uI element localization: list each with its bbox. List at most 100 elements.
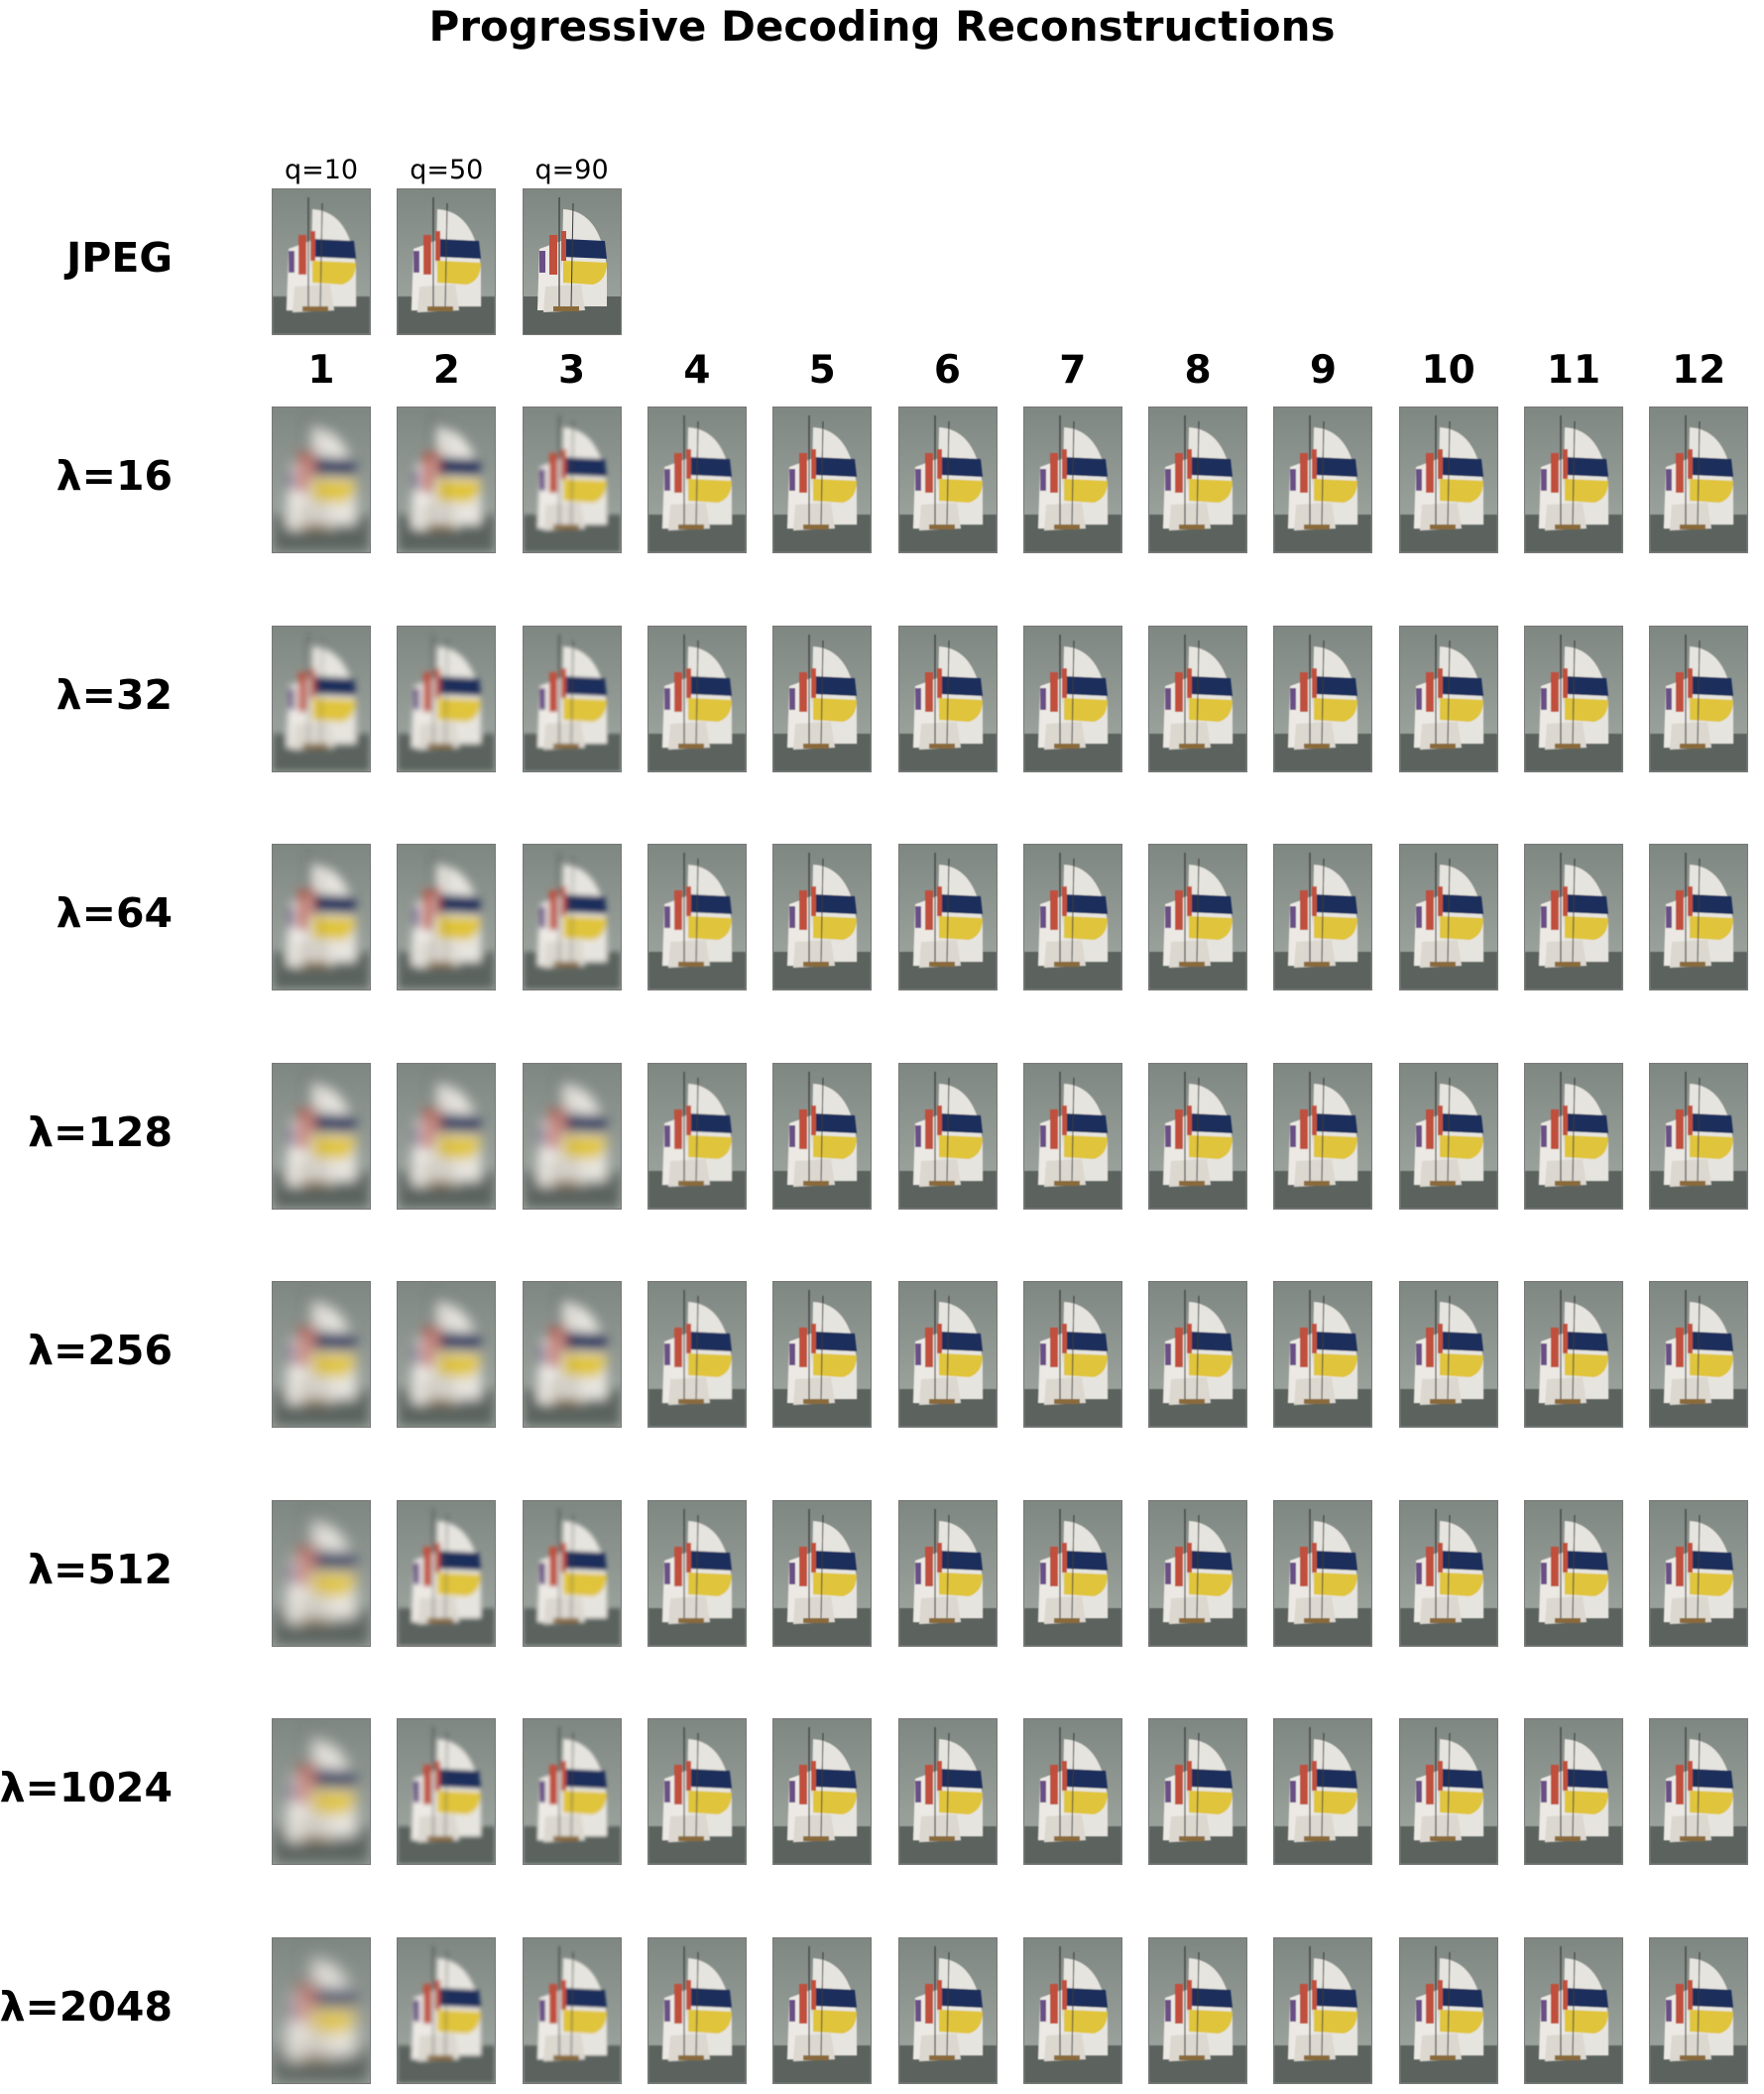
row-label-lambda: λ=128 — [28, 1107, 173, 1156]
sailboat-icon — [1274, 1282, 1372, 1427]
sailboat-icon — [523, 626, 621, 771]
sailboat-icon — [1399, 1719, 1497, 1864]
reconstruction-thumbnail — [772, 1718, 873, 1865]
sailboat-icon — [1525, 626, 1622, 771]
sailboat-icon — [523, 845, 621, 989]
reconstruction-thumbnail — [897, 1718, 998, 1865]
sailboat-icon — [398, 189, 496, 334]
reconstruction-thumbnail — [1273, 1718, 1373, 1865]
column-number: 9 — [1309, 348, 1337, 393]
sailboat-icon — [1525, 1282, 1622, 1427]
reconstruction-thumbnail — [1524, 1499, 1623, 1647]
sailboat-icon — [398, 845, 496, 989]
sailboat-icon — [1399, 626, 1497, 771]
reconstruction-thumbnail — [897, 1936, 998, 2084]
sailboat-icon — [1149, 407, 1247, 552]
sailboat-icon — [523, 1719, 621, 1864]
reconstruction-thumbnail — [1148, 844, 1248, 990]
sailboat-icon — [523, 407, 621, 552]
reconstruction-thumbnail — [1148, 1499, 1248, 1647]
sailboat-icon — [647, 407, 746, 552]
reconstruction-thumbnail — [1022, 407, 1122, 553]
reconstruction-thumbnail — [1148, 1936, 1248, 2084]
reconstruction-thumbnail — [1148, 1718, 1248, 1865]
reconstruction-thumbnail — [772, 1062, 873, 1210]
reconstruction-thumbnail — [1273, 1281, 1373, 1428]
reconstruction-thumbnail — [1398, 625, 1498, 772]
sailboat-icon — [1525, 1063, 1622, 1209]
sailboat-icon — [273, 1500, 370, 1646]
reconstruction-thumbnail — [397, 1499, 497, 1647]
column-number: 11 — [1546, 348, 1601, 393]
row-label-lambda: λ=2048 — [0, 1982, 173, 2031]
sailboat-icon — [1650, 1937, 1748, 2083]
reconstruction-thumbnail — [1524, 407, 1623, 553]
sailboat-icon — [1399, 845, 1497, 989]
reconstruction-thumbnail — [897, 1499, 998, 1647]
column-number: 12 — [1672, 348, 1726, 393]
column-number: 10 — [1421, 348, 1475, 393]
reconstruction-thumbnail — [772, 1499, 873, 1647]
reconstruction-thumbnail — [272, 1281, 371, 1428]
sailboat-icon — [398, 1063, 496, 1209]
sailboat-icon — [273, 626, 370, 771]
reconstruction-thumbnail — [1649, 1936, 1749, 2084]
reconstruction-thumbnail — [1022, 1718, 1122, 1865]
sailboat-icon — [398, 1937, 496, 2083]
sailboat-icon — [773, 1500, 872, 1646]
sailboat-icon — [1525, 845, 1622, 989]
sailboat-icon — [1023, 1500, 1121, 1646]
sailboat-icon — [1274, 845, 1372, 989]
figure-title: Progressive Decoding Reconstructions — [428, 2, 1336, 51]
sailboat-icon — [1149, 1719, 1247, 1864]
sailboat-icon — [647, 1500, 746, 1646]
sailboat-icon — [1274, 1063, 1372, 1209]
reconstruction-thumbnail — [1398, 1281, 1498, 1428]
sailboat-icon — [1023, 1937, 1121, 2083]
sailboat-icon — [1650, 1500, 1748, 1646]
reconstruction-thumbnail — [522, 844, 622, 990]
sailboat-icon — [1149, 1937, 1247, 2083]
column-number: 8 — [1184, 348, 1212, 393]
reconstruction-thumbnail — [522, 1936, 622, 2084]
reconstruction-thumbnail — [1398, 844, 1498, 990]
reconstruction-thumbnail — [647, 1718, 747, 1865]
reconstruction-thumbnail — [1022, 844, 1122, 990]
row-label-lambda: λ=256 — [28, 1327, 173, 1374]
reconstruction-thumbnail — [522, 625, 622, 772]
sailboat-icon — [273, 1282, 370, 1427]
sailboat-icon — [773, 845, 872, 989]
sailboat-icon — [273, 845, 370, 989]
sailboat-icon — [773, 1937, 872, 2083]
reconstruction-thumbnail — [1398, 1718, 1498, 1865]
sailboat-icon — [898, 407, 997, 552]
sailboat-icon — [1525, 1719, 1622, 1864]
reconstruction-thumbnail — [772, 407, 873, 553]
reconstruction-thumbnail — [1524, 1281, 1623, 1428]
row-label-jpeg: JPEG — [66, 234, 173, 282]
sailboat-icon — [647, 1719, 746, 1864]
reconstruction-thumbnail — [1398, 407, 1498, 553]
reconstruction-thumbnail — [397, 1062, 497, 1210]
sailboat-icon — [1274, 1719, 1372, 1864]
sailboat-icon — [1650, 1719, 1748, 1864]
reconstruction-thumbnail — [397, 1936, 497, 2084]
reconstruction-thumbnail — [772, 1281, 873, 1428]
jpeg-quality-label: q=90 — [534, 155, 609, 185]
sailboat-icon — [523, 1063, 621, 1209]
reconstruction-thumbnail — [647, 1936, 747, 2084]
sailboat-icon — [1274, 1937, 1372, 2083]
sailboat-icon — [1525, 1937, 1622, 2083]
sailboat-icon — [1149, 1063, 1247, 1209]
sailboat-icon — [773, 626, 872, 771]
sailboat-icon — [1149, 1282, 1247, 1427]
reconstruction-thumbnail — [1273, 1062, 1373, 1210]
sailboat-icon — [773, 1282, 872, 1427]
sailboat-icon — [647, 845, 746, 989]
reconstruction-thumbnail — [647, 625, 747, 772]
sailboat-icon — [1023, 845, 1121, 989]
reconstruction-thumbnail — [522, 1062, 622, 1210]
column-number: 7 — [1059, 348, 1087, 393]
reconstruction-thumbnail — [1273, 844, 1373, 990]
sailboat-icon — [273, 1937, 370, 2083]
